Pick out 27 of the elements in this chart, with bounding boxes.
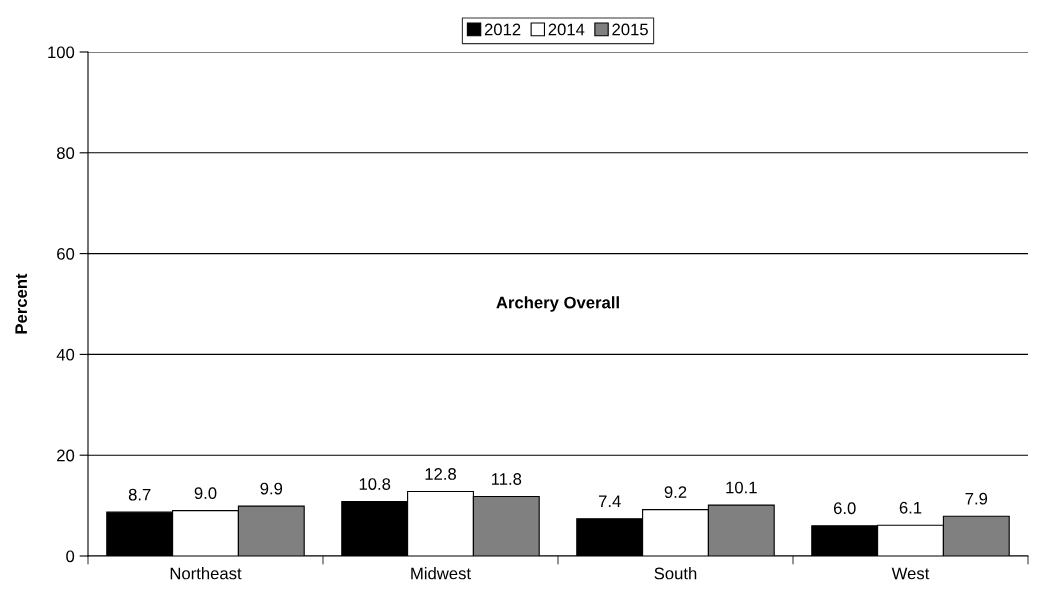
y-tick-label: 40 [56,348,75,361]
data-label: 10.8 [359,478,391,490]
data-label: 10.1 [726,481,757,494]
legend-label: 2014 [548,23,585,36]
y-tick-label: 60 [57,248,75,260]
data-label: 7.9 [965,492,988,505]
y-axis-title: Percent [15,273,28,334]
x-tick-label: Midwest [411,567,471,580]
data-label: 9.9 [260,482,283,495]
y-tick-label: 20 [57,449,75,462]
text: Archery Overall [496,296,619,312]
data-label: 6.1 [899,501,922,514]
data-label: 11.8 [491,473,522,485]
x-tick-label: South [654,567,697,580]
y-tick-label: 0 [66,550,75,563]
y-tick-label: 80 [56,147,75,159]
data-label: 12.8 [425,468,456,480]
y-tick-label: 100 [48,46,75,59]
legend-label: 2015 [612,23,648,36]
x-tick-label: Northeast [170,567,242,580]
data-label: 9.2 [664,486,687,498]
data-label: 8.7 [128,488,151,501]
data-label: 6.0 [833,502,856,515]
legend-label: 2012 [484,23,521,36]
x-tick-label: West [891,567,930,580]
data-label: 7.4 [598,495,621,507]
data-label: 9.0 [194,487,217,500]
